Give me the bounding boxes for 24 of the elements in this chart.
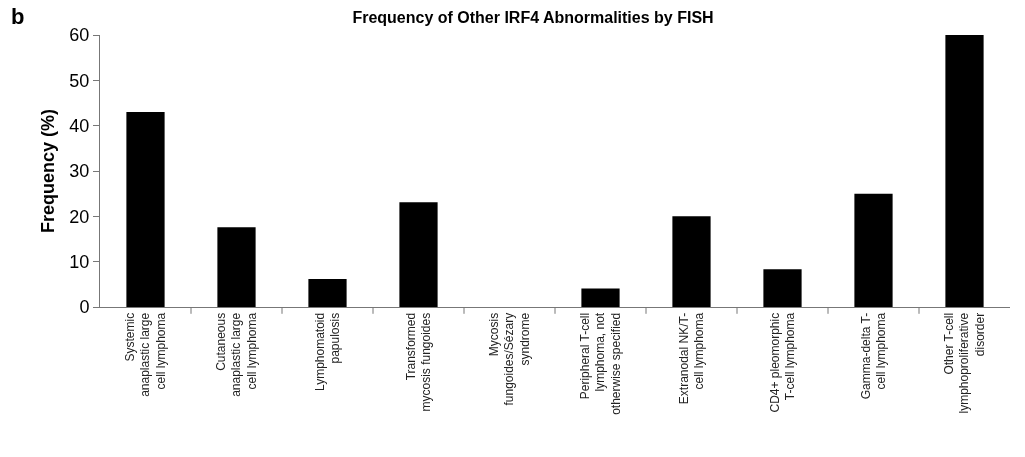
bar bbox=[854, 193, 893, 307]
bar bbox=[581, 288, 620, 307]
y-tick-label: 10 bbox=[69, 251, 90, 272]
y-tick-label: 60 bbox=[69, 25, 90, 46]
x-tick-label: Mycosis fungoides/Sézary syndrome bbox=[486, 312, 532, 406]
bar bbox=[763, 269, 802, 307]
x-tick-label: Systemic anaplastic large cell lymphoma bbox=[122, 312, 168, 397]
bar bbox=[217, 227, 256, 307]
y-tick-label: 50 bbox=[69, 70, 90, 91]
bar bbox=[672, 216, 711, 307]
bar bbox=[399, 202, 438, 307]
x-tick-label: Gamma-delta T- cell lymphoma bbox=[858, 312, 889, 400]
chart-title: Frequency of Other IRF4 Abnormalities by FISH bbox=[352, 8, 714, 26]
bar bbox=[945, 35, 984, 307]
bar bbox=[126, 112, 165, 307]
y-axis-title: Frequency (%) bbox=[37, 108, 58, 234]
text: b bbox=[11, 4, 25, 29]
y-tick-label: 40 bbox=[69, 115, 90, 136]
x-tick-label: Other T-cell lymphoproliferative disorder bbox=[941, 312, 987, 414]
y-tick-label: 30 bbox=[69, 161, 90, 182]
y-tick-label: 20 bbox=[69, 206, 90, 227]
y-tick-label: 0 bbox=[79, 297, 90, 318]
x-tick-label: Lymphomatoid papulosis bbox=[312, 312, 343, 392]
bar bbox=[308, 278, 347, 307]
